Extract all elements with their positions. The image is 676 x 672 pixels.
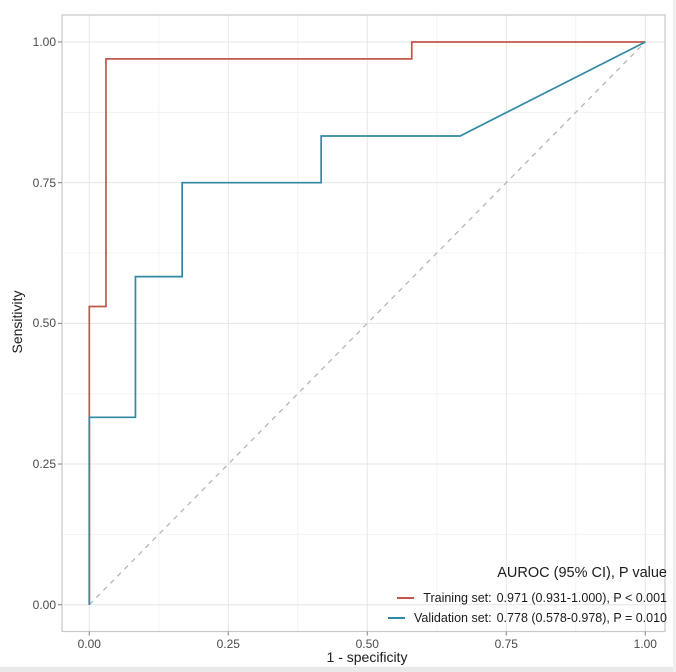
training-set-line-swatch-icon — [397, 597, 415, 599]
chance-diagonal-reference-line — [88, 41, 646, 606]
x-tick-label: 1.00 — [633, 637, 657, 651]
legend-title: AUROC (95% CI), P value — [497, 565, 667, 581]
y-axis-title: Sensitivity — [9, 290, 25, 354]
x-axis-title: 1 - specificity — [326, 649, 408, 665]
legend-value-training: 0.971 (0.931-1.000), P < 0.001 — [496, 591, 667, 605]
x-tick-label: 0.00 — [77, 637, 101, 651]
x-tick-label: 0.50 — [355, 637, 379, 651]
roc-curve-validation-set — [88, 41, 646, 605]
validation-set-line-swatch-icon — [388, 617, 405, 619]
legend-item-validation: Validation set: 0.778 (0.578-0.978), P = … — [388, 608, 667, 628]
y-tick-label: 0.00 — [32, 597, 56, 612]
y-tick-label: 0.25 — [32, 457, 56, 472]
right-edge-shadow — [673, 0, 676, 672]
legend: AUROC (95% CI), P value Training set: 0.9… — [388, 565, 667, 628]
bottom-edge-shadow — [0, 667, 676, 672]
roc-curve-training-set — [88, 41, 646, 605]
legend-label-training: Training set: — [423, 591, 492, 605]
legend-value-validation: 0.778 (0.578-0.978), P = 0.010 — [496, 611, 667, 625]
legend-label-validation: Validation set: — [414, 611, 492, 625]
legend-item-training: Training set: 0.971 (0.931-1.000), P < 0.… — [388, 588, 667, 608]
y-tick-label: 1.00 — [32, 35, 56, 49]
x-tick-label: 0.25 — [216, 637, 240, 651]
y-tick-label: 0.75 — [32, 175, 56, 190]
x-tick-label: 0.75 — [494, 637, 518, 651]
y-tick-label: 0.50 — [32, 316, 56, 331]
